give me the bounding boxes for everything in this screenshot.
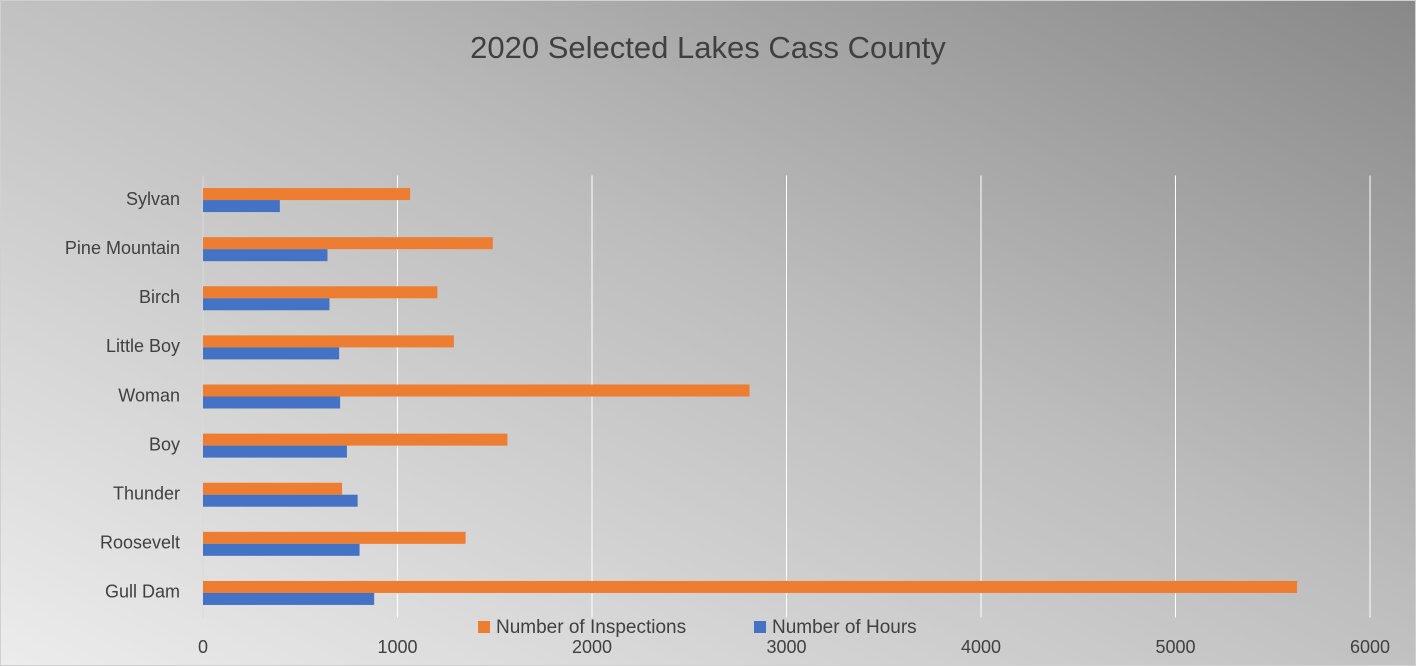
chart-title: 2020 Selected Lakes Cass County: [470, 30, 946, 65]
x-tick-label: 6000: [1350, 637, 1390, 657]
bar: [203, 347, 340, 360]
y-tick-label: Birch: [139, 287, 180, 307]
x-tick-label: 1000: [377, 637, 417, 657]
y-tick-label: Sylvan: [126, 189, 180, 209]
x-tick-label: 3000: [766, 637, 806, 657]
x-tick-label: 0: [198, 637, 208, 657]
y-tick-label: Little Boy: [106, 336, 180, 356]
bar: [203, 445, 347, 458]
x-tick-label: 4000: [961, 637, 1001, 657]
y-tick-label: Gull Dam: [105, 582, 180, 602]
bar: [203, 592, 375, 605]
bar: [203, 580, 1298, 593]
bar: [203, 237, 493, 250]
bar: [203, 335, 454, 348]
x-tick-label: 2000: [572, 637, 612, 657]
bar: [203, 298, 330, 311]
bar: [203, 200, 280, 213]
bar: [203, 543, 360, 556]
bar: [203, 531, 466, 544]
bar: [203, 249, 328, 262]
legend-swatch: [754, 621, 766, 633]
y-tick-label: Roosevelt: [100, 533, 180, 553]
legend-label: Number of Hours: [772, 617, 917, 638]
y-tick-label: Pine Mountain: [65, 238, 180, 258]
bar: [203, 433, 508, 446]
y-tick-label: Boy: [149, 434, 180, 454]
bar: [203, 396, 341, 409]
bar: [203, 494, 358, 507]
bar: [203, 384, 750, 397]
legend-label: Number of Inspections: [496, 617, 686, 638]
bar: [203, 482, 343, 495]
y-tick-label: Woman: [118, 385, 180, 405]
x-tick-label: 5000: [1155, 637, 1195, 657]
legend-swatch: [478, 621, 490, 633]
y-tick-label: Thunder: [113, 483, 180, 503]
bar: [203, 188, 411, 201]
bar: [203, 286, 438, 299]
